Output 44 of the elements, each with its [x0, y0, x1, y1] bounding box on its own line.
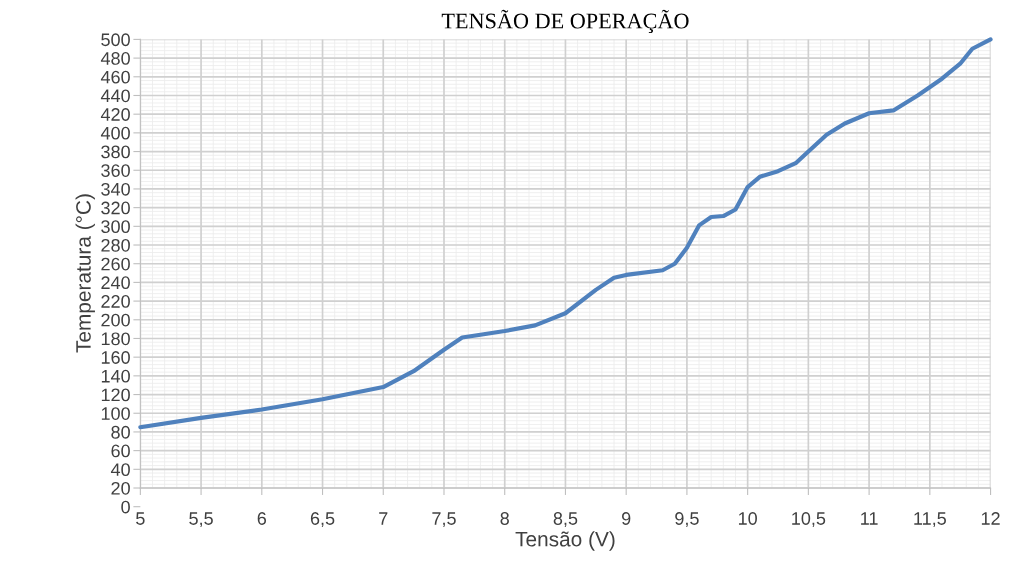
x-tick-label: 10,5 [792, 512, 826, 528]
x-tick-label: 7,5 [432, 512, 456, 528]
y-tick-label: 20 [111, 481, 130, 495]
y-tick-label: 280 [101, 238, 130, 252]
y-tick-label: 340 [101, 182, 130, 196]
y-tick-label: 300 [101, 220, 130, 234]
y-tick-label: 40 [110, 463, 130, 477]
y-tick-label: 440 [100, 89, 130, 103]
x-axis-title: Tensão (V) [515, 531, 615, 551]
x-tick-label: 11,5 [914, 512, 946, 528]
y-tick-label: 220 [101, 295, 130, 308]
chart-title: TENSÃO DE OPERAÇÃO [441, 9, 689, 34]
x-tick-label: 12 [981, 512, 1000, 525]
x-tick-label: 8,5 [553, 512, 578, 528]
y-tick-label: 480 [100, 52, 130, 65]
y-tick-label: 160 [101, 351, 130, 364]
y-axis-title: Temperatura (°C) [75, 194, 95, 353]
x-tick-label: 9 [622, 512, 631, 525]
x-tick-label: 6 [257, 512, 267, 525]
x-tick-label: 10 [738, 512, 757, 525]
y-tick-label: 500 [101, 33, 130, 47]
y-tick-label: 100 [101, 407, 130, 420]
y-tick-label: 460 [100, 70, 130, 84]
y-tick-label: 360 [101, 164, 130, 177]
y-tick-label: 0 [121, 500, 130, 514]
x-tick-label: 9,5 [675, 512, 699, 528]
y-tick-label: 240 [101, 276, 130, 290]
x-tick-label: 5,5 [189, 512, 213, 528]
y-tick-label: 180 [101, 332, 130, 346]
x-tick-label: 7 [379, 512, 388, 525]
x-tick-label: 5 [136, 512, 145, 525]
y-tick-label: 420 [100, 108, 130, 121]
y-tick-label: 140 [101, 369, 130, 383]
y-tick-label: 60 [111, 444, 130, 458]
x-tick-label: 8 [500, 512, 509, 525]
y-tick-label: 320 [101, 201, 130, 215]
y-tick-label: 120 [101, 388, 130, 402]
y-tick-label: 200 [101, 313, 130, 327]
y-tick-label: 400 [100, 126, 130, 140]
y-tick-label: 260 [101, 257, 130, 271]
x-tick-label: 6,5 [310, 512, 335, 528]
y-tick-label: 80 [111, 425, 130, 439]
x-tick-label: 11 [861, 512, 878, 525]
y-tick-label: 380 [101, 145, 130, 159]
